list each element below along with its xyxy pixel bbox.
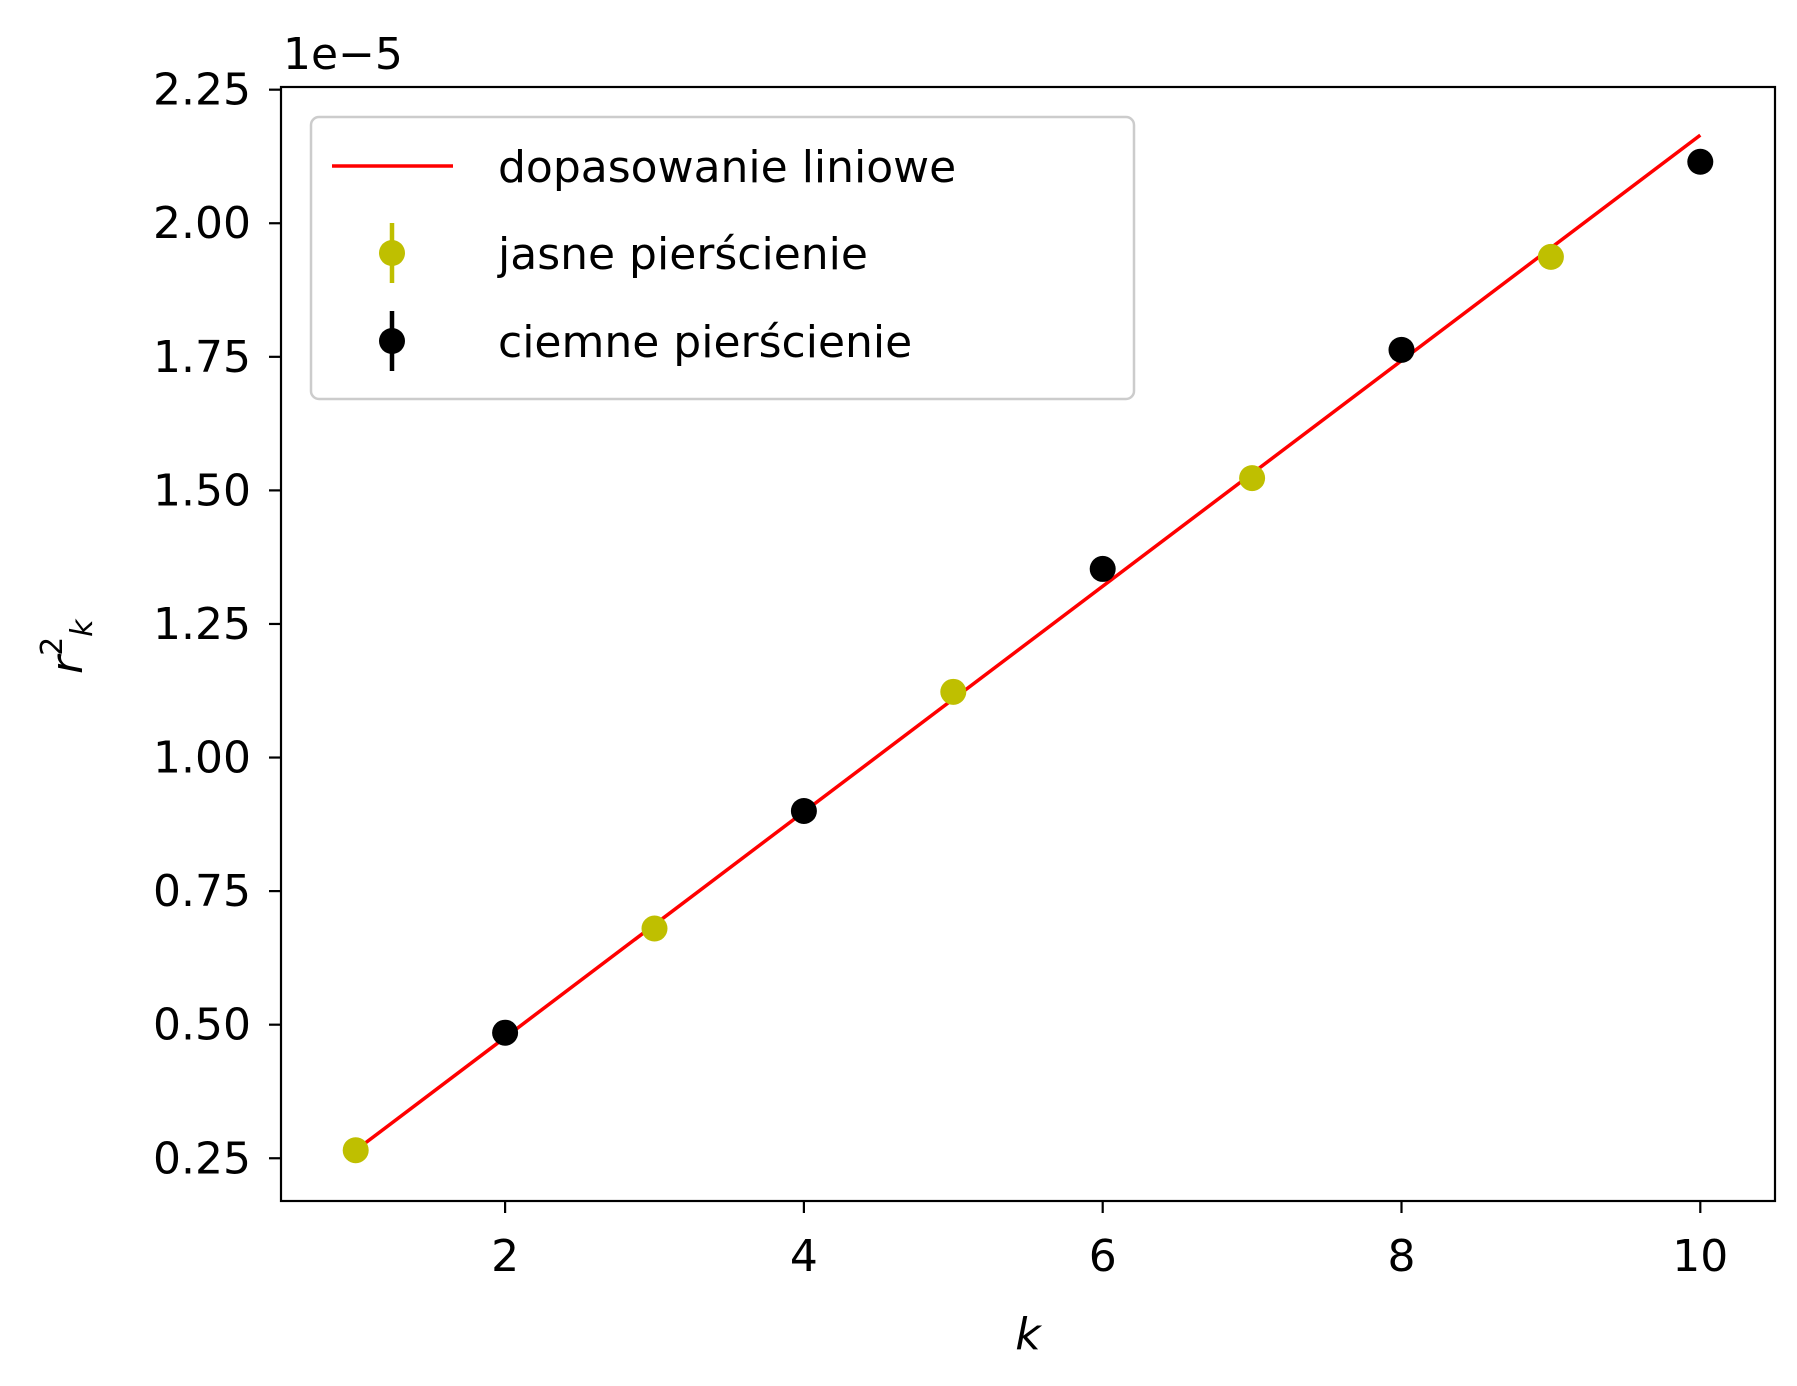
bright-ring-point bbox=[1537, 243, 1564, 270]
x-tick-label: 10 bbox=[1672, 1231, 1728, 1282]
y-tick-label: 1.25 bbox=[153, 599, 251, 650]
legend: dopasowanie liniowe jasne pierścienie ciem… bbox=[309, 115, 1136, 401]
x-tick-label: 2 bbox=[491, 1231, 519, 1282]
y-tick-label: 2.00 bbox=[153, 198, 251, 249]
y-tick-label: 0.75 bbox=[153, 866, 251, 917]
y-tick-label: 1.50 bbox=[153, 465, 251, 516]
y-tick-label: 1.75 bbox=[153, 332, 251, 383]
x-tick-label: 4 bbox=[790, 1231, 818, 1282]
bright-ring-point bbox=[940, 678, 967, 705]
x-axis-title: k bbox=[1015, 1309, 1042, 1360]
y-axis-offset-label: 1e−5 bbox=[283, 29, 403, 80]
fit-line bbox=[354, 133, 1702, 1152]
y-axis-title-subscript: k bbox=[65, 618, 100, 637]
y-axis-title-text: r2k bbox=[35, 618, 100, 674]
dark-ring-point bbox=[1089, 555, 1116, 582]
dark-ring-point bbox=[492, 1019, 519, 1046]
dark-ring-point bbox=[1388, 336, 1415, 363]
y-axis-title-base: r bbox=[42, 653, 93, 674]
y-tick-label: 1.00 bbox=[153, 733, 251, 784]
y-tick-label: 2.25 bbox=[153, 65, 251, 116]
x-tick-label: 8 bbox=[1388, 1231, 1416, 1282]
bright-ring-point bbox=[342, 1137, 369, 1164]
legend-box bbox=[309, 115, 1136, 401]
y-tick-label: 0.50 bbox=[153, 1000, 251, 1051]
dark-ring-point bbox=[790, 797, 817, 824]
y-axis: 0.25 0.50 0.75 1.00 1.25 1.50 1.75 2.00 2.25 bbox=[153, 65, 281, 1184]
legend-marker-swatch bbox=[379, 240, 405, 266]
y-tick-label: 0.25 bbox=[153, 1133, 251, 1184]
bright-ring-point bbox=[1239, 465, 1266, 492]
x-axis: 2 4 6 8 10 bbox=[491, 1201, 1728, 1282]
bright-ring-point bbox=[641, 915, 668, 942]
axes-frame bbox=[279, 85, 1777, 1203]
legend-label: jasne pierścienie bbox=[497, 229, 868, 280]
y-axis-title-superscript: 2 bbox=[35, 637, 70, 656]
y-axis-title: r2k bbox=[35, 618, 100, 674]
series-layer bbox=[342, 133, 1714, 1164]
legend-label: ciemne pierścienie bbox=[498, 317, 912, 368]
legend-label: dopasowanie liniowe bbox=[498, 142, 956, 193]
legend-marker-swatch bbox=[379, 328, 405, 354]
x-tick-label: 6 bbox=[1089, 1231, 1117, 1282]
dark-ring-point bbox=[1687, 148, 1714, 175]
